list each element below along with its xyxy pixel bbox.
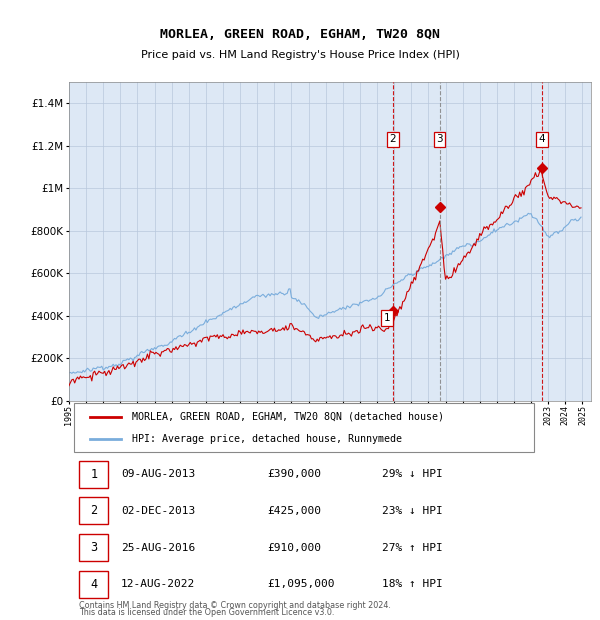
Text: Contains HM Land Registry data © Crown copyright and database right 2024.: Contains HM Land Registry data © Crown c… bbox=[79, 601, 391, 609]
Text: £1,095,000: £1,095,000 bbox=[268, 579, 335, 589]
Text: 29% ↓ HPI: 29% ↓ HPI bbox=[382, 469, 443, 479]
Text: MORLEA, GREEN ROAD, EGHAM, TW20 8QN (detached house): MORLEA, GREEN ROAD, EGHAM, TW20 8QN (det… bbox=[131, 412, 443, 422]
Text: 25-AUG-2016: 25-AUG-2016 bbox=[121, 542, 196, 552]
FancyBboxPatch shape bbox=[79, 534, 108, 561]
Text: 09-AUG-2013: 09-AUG-2013 bbox=[121, 469, 196, 479]
Text: 2: 2 bbox=[389, 135, 396, 144]
Text: 23% ↓ HPI: 23% ↓ HPI bbox=[382, 506, 443, 516]
FancyBboxPatch shape bbox=[79, 497, 108, 525]
Text: £390,000: £390,000 bbox=[268, 469, 322, 479]
Text: This data is licensed under the Open Government Licence v3.0.: This data is licensed under the Open Gov… bbox=[79, 608, 335, 617]
Text: 3: 3 bbox=[90, 541, 97, 554]
FancyBboxPatch shape bbox=[74, 403, 533, 452]
Text: 1: 1 bbox=[384, 313, 391, 323]
Text: £910,000: £910,000 bbox=[268, 542, 322, 552]
Text: 4: 4 bbox=[538, 135, 545, 144]
FancyBboxPatch shape bbox=[79, 571, 108, 598]
Text: MORLEA, GREEN ROAD, EGHAM, TW20 8QN: MORLEA, GREEN ROAD, EGHAM, TW20 8QN bbox=[160, 28, 440, 40]
Text: 2: 2 bbox=[90, 504, 97, 517]
Text: 27% ↑ HPI: 27% ↑ HPI bbox=[382, 542, 443, 552]
Text: 4: 4 bbox=[90, 578, 97, 591]
Text: 3: 3 bbox=[436, 135, 443, 144]
Text: 18% ↑ HPI: 18% ↑ HPI bbox=[382, 579, 443, 589]
FancyBboxPatch shape bbox=[79, 461, 108, 488]
Text: 02-DEC-2013: 02-DEC-2013 bbox=[121, 506, 196, 516]
Text: 1: 1 bbox=[90, 467, 97, 481]
Text: £425,000: £425,000 bbox=[268, 506, 322, 516]
Text: Price paid vs. HM Land Registry's House Price Index (HPI): Price paid vs. HM Land Registry's House … bbox=[140, 50, 460, 60]
Text: 12-AUG-2022: 12-AUG-2022 bbox=[121, 579, 196, 589]
Text: HPI: Average price, detached house, Runnymede: HPI: Average price, detached house, Runn… bbox=[131, 435, 401, 445]
